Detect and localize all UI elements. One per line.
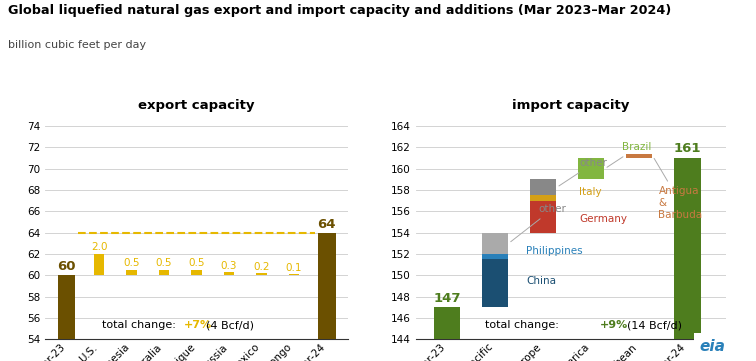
Text: 0.1: 0.1 [286,263,302,273]
Text: (4 Bcf/d): (4 Bcf/d) [206,321,254,330]
Bar [434,307,460,339]
Bar [530,179,556,195]
Text: 0.5: 0.5 [188,258,205,269]
Bar [482,260,508,307]
Text: other: other [511,204,566,242]
Bar [578,158,604,179]
Text: 0.5: 0.5 [123,258,140,269]
Bar [674,158,701,339]
Text: Brazil: Brazil [607,143,652,167]
Text: 0.2: 0.2 [253,262,270,272]
Text: Philippines: Philippines [526,246,583,256]
Text: Germany: Germany [579,214,627,224]
Bar [482,233,508,254]
Text: 0.3: 0.3 [221,261,237,271]
Bar [256,273,267,275]
Text: 2.0: 2.0 [91,243,107,252]
Bar [126,270,137,275]
Text: eia: eia [700,339,726,354]
Text: 64: 64 [318,218,336,231]
Text: Global liquefied natural gas export and import capacity and additions (Mar 2023–: Global liquefied natural gas export and … [8,4,671,17]
Text: China: China [526,276,556,286]
Text: 60: 60 [57,260,76,273]
Text: 147: 147 [433,292,461,305]
Text: total change:: total change: [485,321,563,330]
Bar [318,233,336,339]
Bar [530,195,556,201]
Text: 161: 161 [674,143,701,156]
Text: 0.5: 0.5 [156,258,172,269]
Text: billion cubic feet per day: billion cubic feet per day [8,40,146,50]
Text: +7%: +7% [184,321,212,330]
Title: import capacity: import capacity [512,99,630,112]
Text: Antigua
&
Barbuda: Antigua & Barbuda [654,158,702,219]
Bar [159,270,169,275]
Bar [482,254,508,260]
Bar [530,201,556,233]
Title: export capacity: export capacity [138,99,255,112]
Text: (14 Bcf/d): (14 Bcf/d) [627,321,682,330]
Bar [224,272,234,275]
Text: total change:: total change: [102,321,180,330]
Text: Italy: Italy [579,187,602,197]
Bar [289,274,299,275]
Text: other: other [559,158,607,186]
Bar [94,254,104,275]
Bar [191,270,202,275]
Bar [57,275,76,339]
Text: +9%: +9% [600,321,628,330]
Bar [626,154,652,158]
